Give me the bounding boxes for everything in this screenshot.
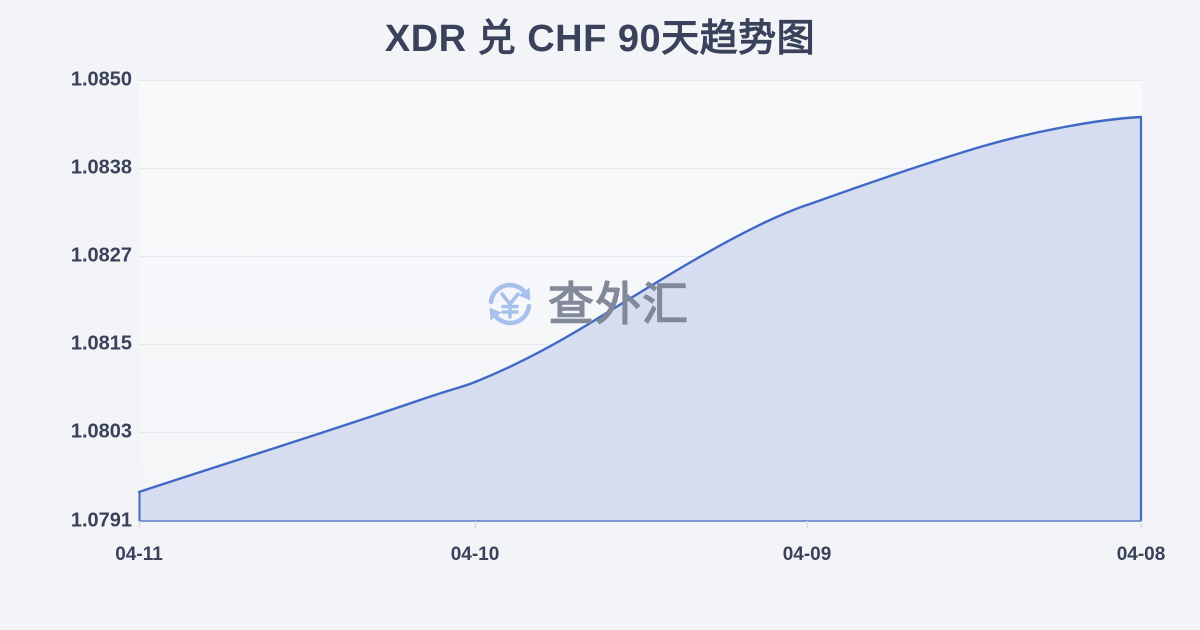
data-line [137, 115, 1143, 494]
area-fill [139, 117, 1141, 521]
x-axis-ticks [138, 521, 1143, 528]
page-title: XDR 兑 CHF 90天趋势图 [384, 18, 816, 60]
